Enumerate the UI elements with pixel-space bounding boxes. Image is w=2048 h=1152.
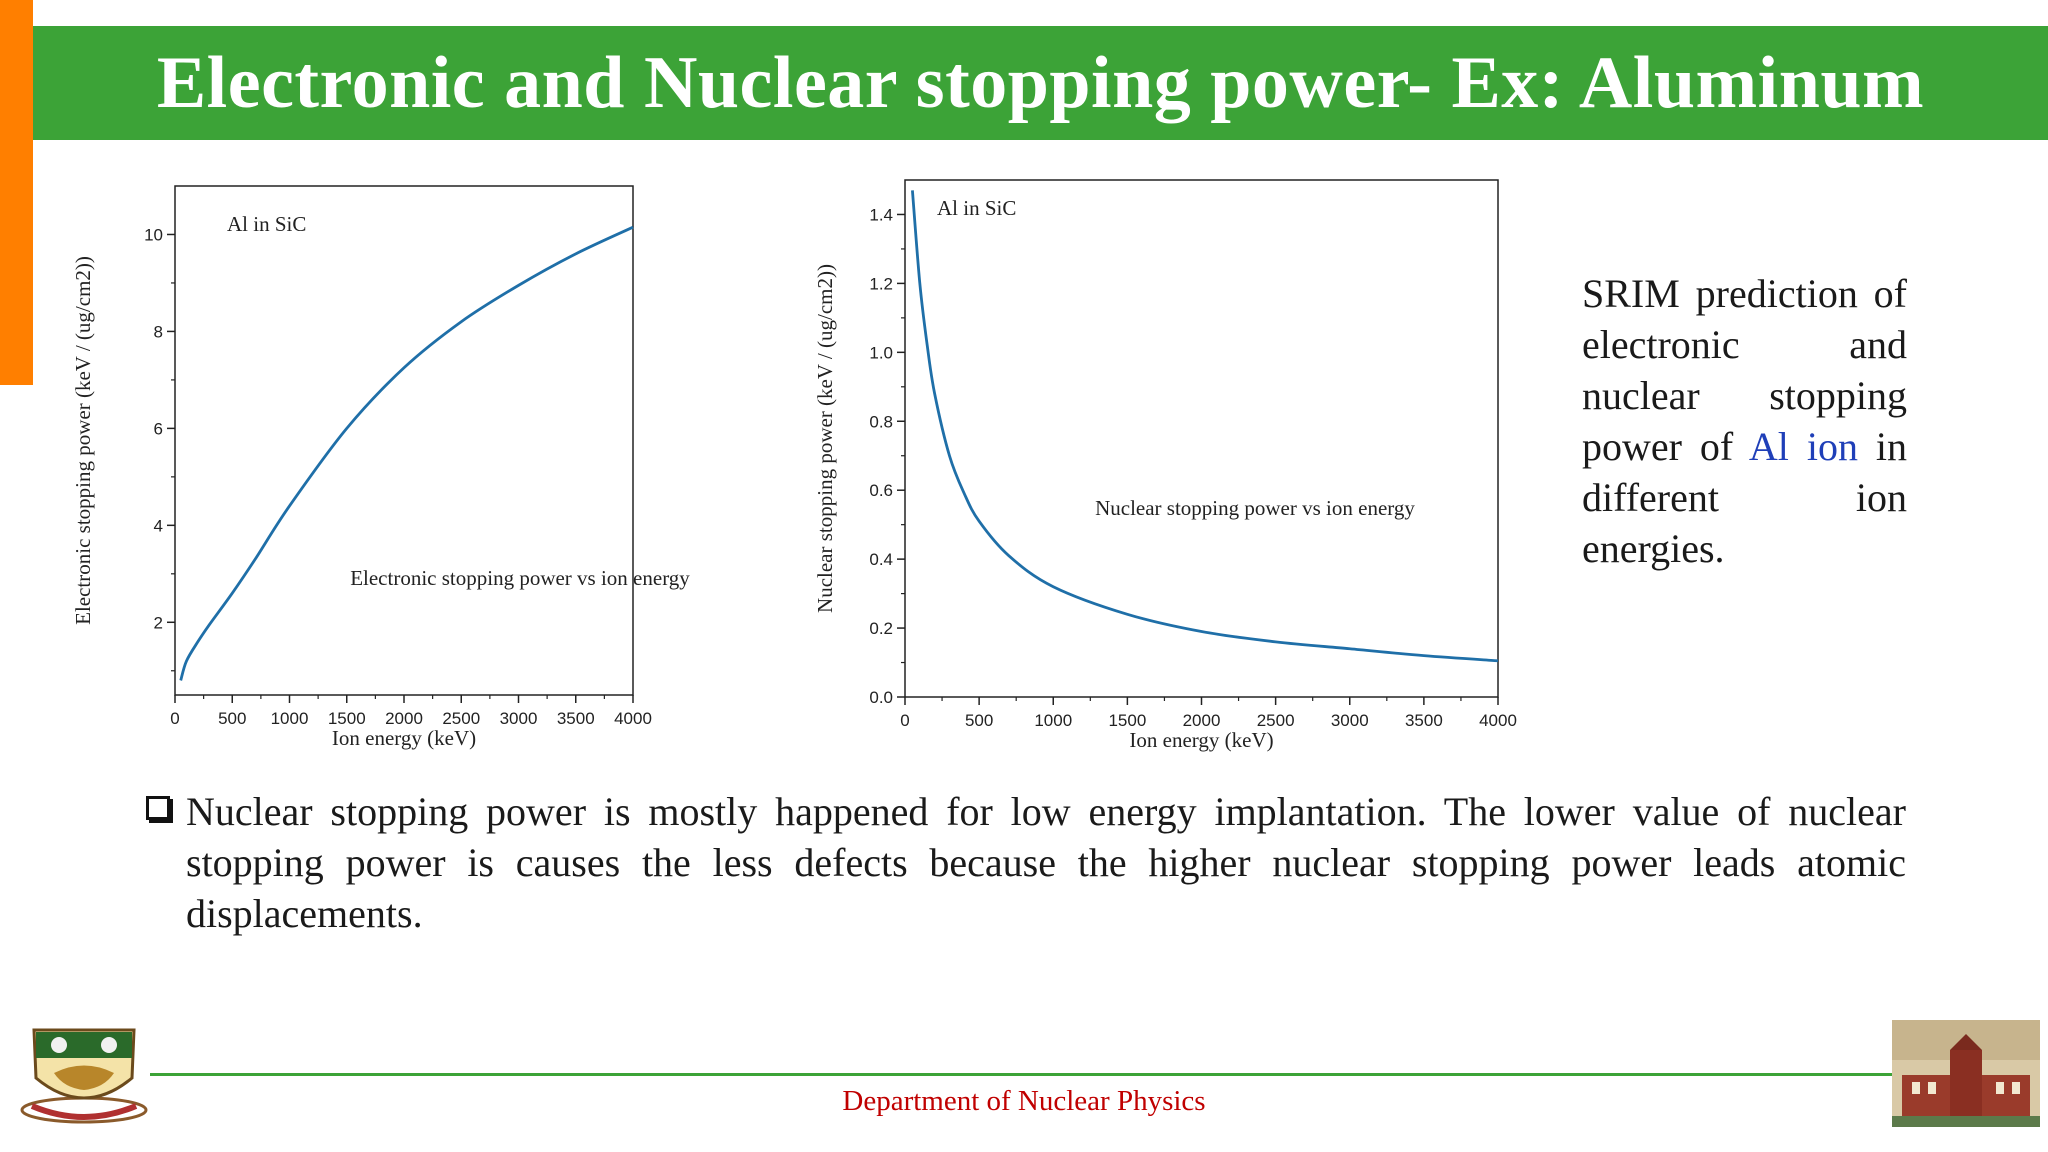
plot-frame [174,185,634,696]
plot-frame [904,179,1499,698]
x-tick-label: 0 [900,711,909,730]
x-tick-label: 1000 [1034,711,1072,730]
y-tick-label: 0.4 [869,550,893,569]
x-tick-label: 4000 [614,709,652,728]
y-tick-label: 0.6 [869,481,893,500]
bullet-text: Nuclear stopping power is mostly happene… [186,789,1906,936]
x-tick-label: 2500 [442,709,480,728]
y-tick-label: 0.0 [869,688,893,707]
x-tick-label: 3000 [1331,711,1369,730]
x-tick-label: 500 [218,709,246,728]
accent-bar [0,0,33,385]
y-tick-label: 10 [144,225,163,244]
x-tick-label: 3000 [500,709,538,728]
y-axis-label: Nuclear stopping power (keV / (ug/cm2)) [813,264,837,613]
x-tick-label: 500 [965,711,993,730]
y-axis-label: Electronic stopping power (keV / (ug/cm2… [71,256,95,625]
series-line [911,190,1499,663]
y-tick-label: 1.4 [869,205,893,224]
x-tick-label: 2000 [385,709,423,728]
x-tick-label: 2000 [1183,711,1221,730]
x-tick-label: 4000 [1479,711,1517,730]
y-tick-label: 2 [154,613,163,632]
side-text-before: SRIM prediction of electronic and nuclea… [1582,271,1907,469]
y-tick-label: 6 [154,419,163,438]
annotation-mid: Nuclear stopping power vs ion energy [1095,496,1415,520]
x-axis-label: Ion energy (keV) [1129,728,1273,752]
anniversary-badge-logo [1892,1020,2040,1127]
y-tick-label: 8 [154,322,163,341]
x-tick-label: 2500 [1257,711,1295,730]
footer-divider [150,1073,1895,1076]
annotation-top: Al in SiC [937,196,1016,220]
x-tick-label: 1500 [328,709,366,728]
y-tick-label: 1.2 [869,274,893,293]
nuclear-stopping-chart: 0 500 1000 1500 2000 2500 3000 3500 4000 0.0 0.2 0.… [813,170,1530,775]
footer-department: Department of Nuclear Physics [842,1085,1206,1117]
x-tick-label: 1500 [1108,711,1146,730]
bullet-point: Nuclear stopping power is mostly happene… [146,786,1906,939]
slide-title: Electronic and Nuclear stopping power- E… [156,41,1925,124]
title-bar: Electronic and Nuclear stopping power- E… [33,26,2048,140]
side-text-after: in different ion energies. [1582,424,1907,571]
y-tick-label: 0.2 [869,619,893,638]
y-tick-label: 1.0 [869,343,893,362]
x-axis-label: Ion energy (keV) [332,726,476,750]
x-tick-label: 0 [170,709,179,728]
x-tick-label: 3500 [557,709,595,728]
side-description: SRIM prediction of electronic and nuclea… [1582,268,1907,574]
electronic-stopping-chart: 0 500 1000 1500 2000 2500 3000 3500 4000 2 4 6 8 10 Io… [60,170,780,760]
side-text-highlight: Al ion [1748,424,1858,469]
annotation-mid: Electronic stopping power vs ion energy [350,566,690,590]
y-tick-label: 4 [154,516,163,535]
series-line [179,225,634,681]
x-tick-label: 3500 [1405,711,1443,730]
university-emblem-logo [14,1018,154,1128]
x-tick-label: 1000 [271,709,309,728]
checkbox-bullet-icon [146,796,170,820]
annotation-top: Al in SiC [227,212,306,236]
y-tick-label: 0.8 [869,412,893,431]
